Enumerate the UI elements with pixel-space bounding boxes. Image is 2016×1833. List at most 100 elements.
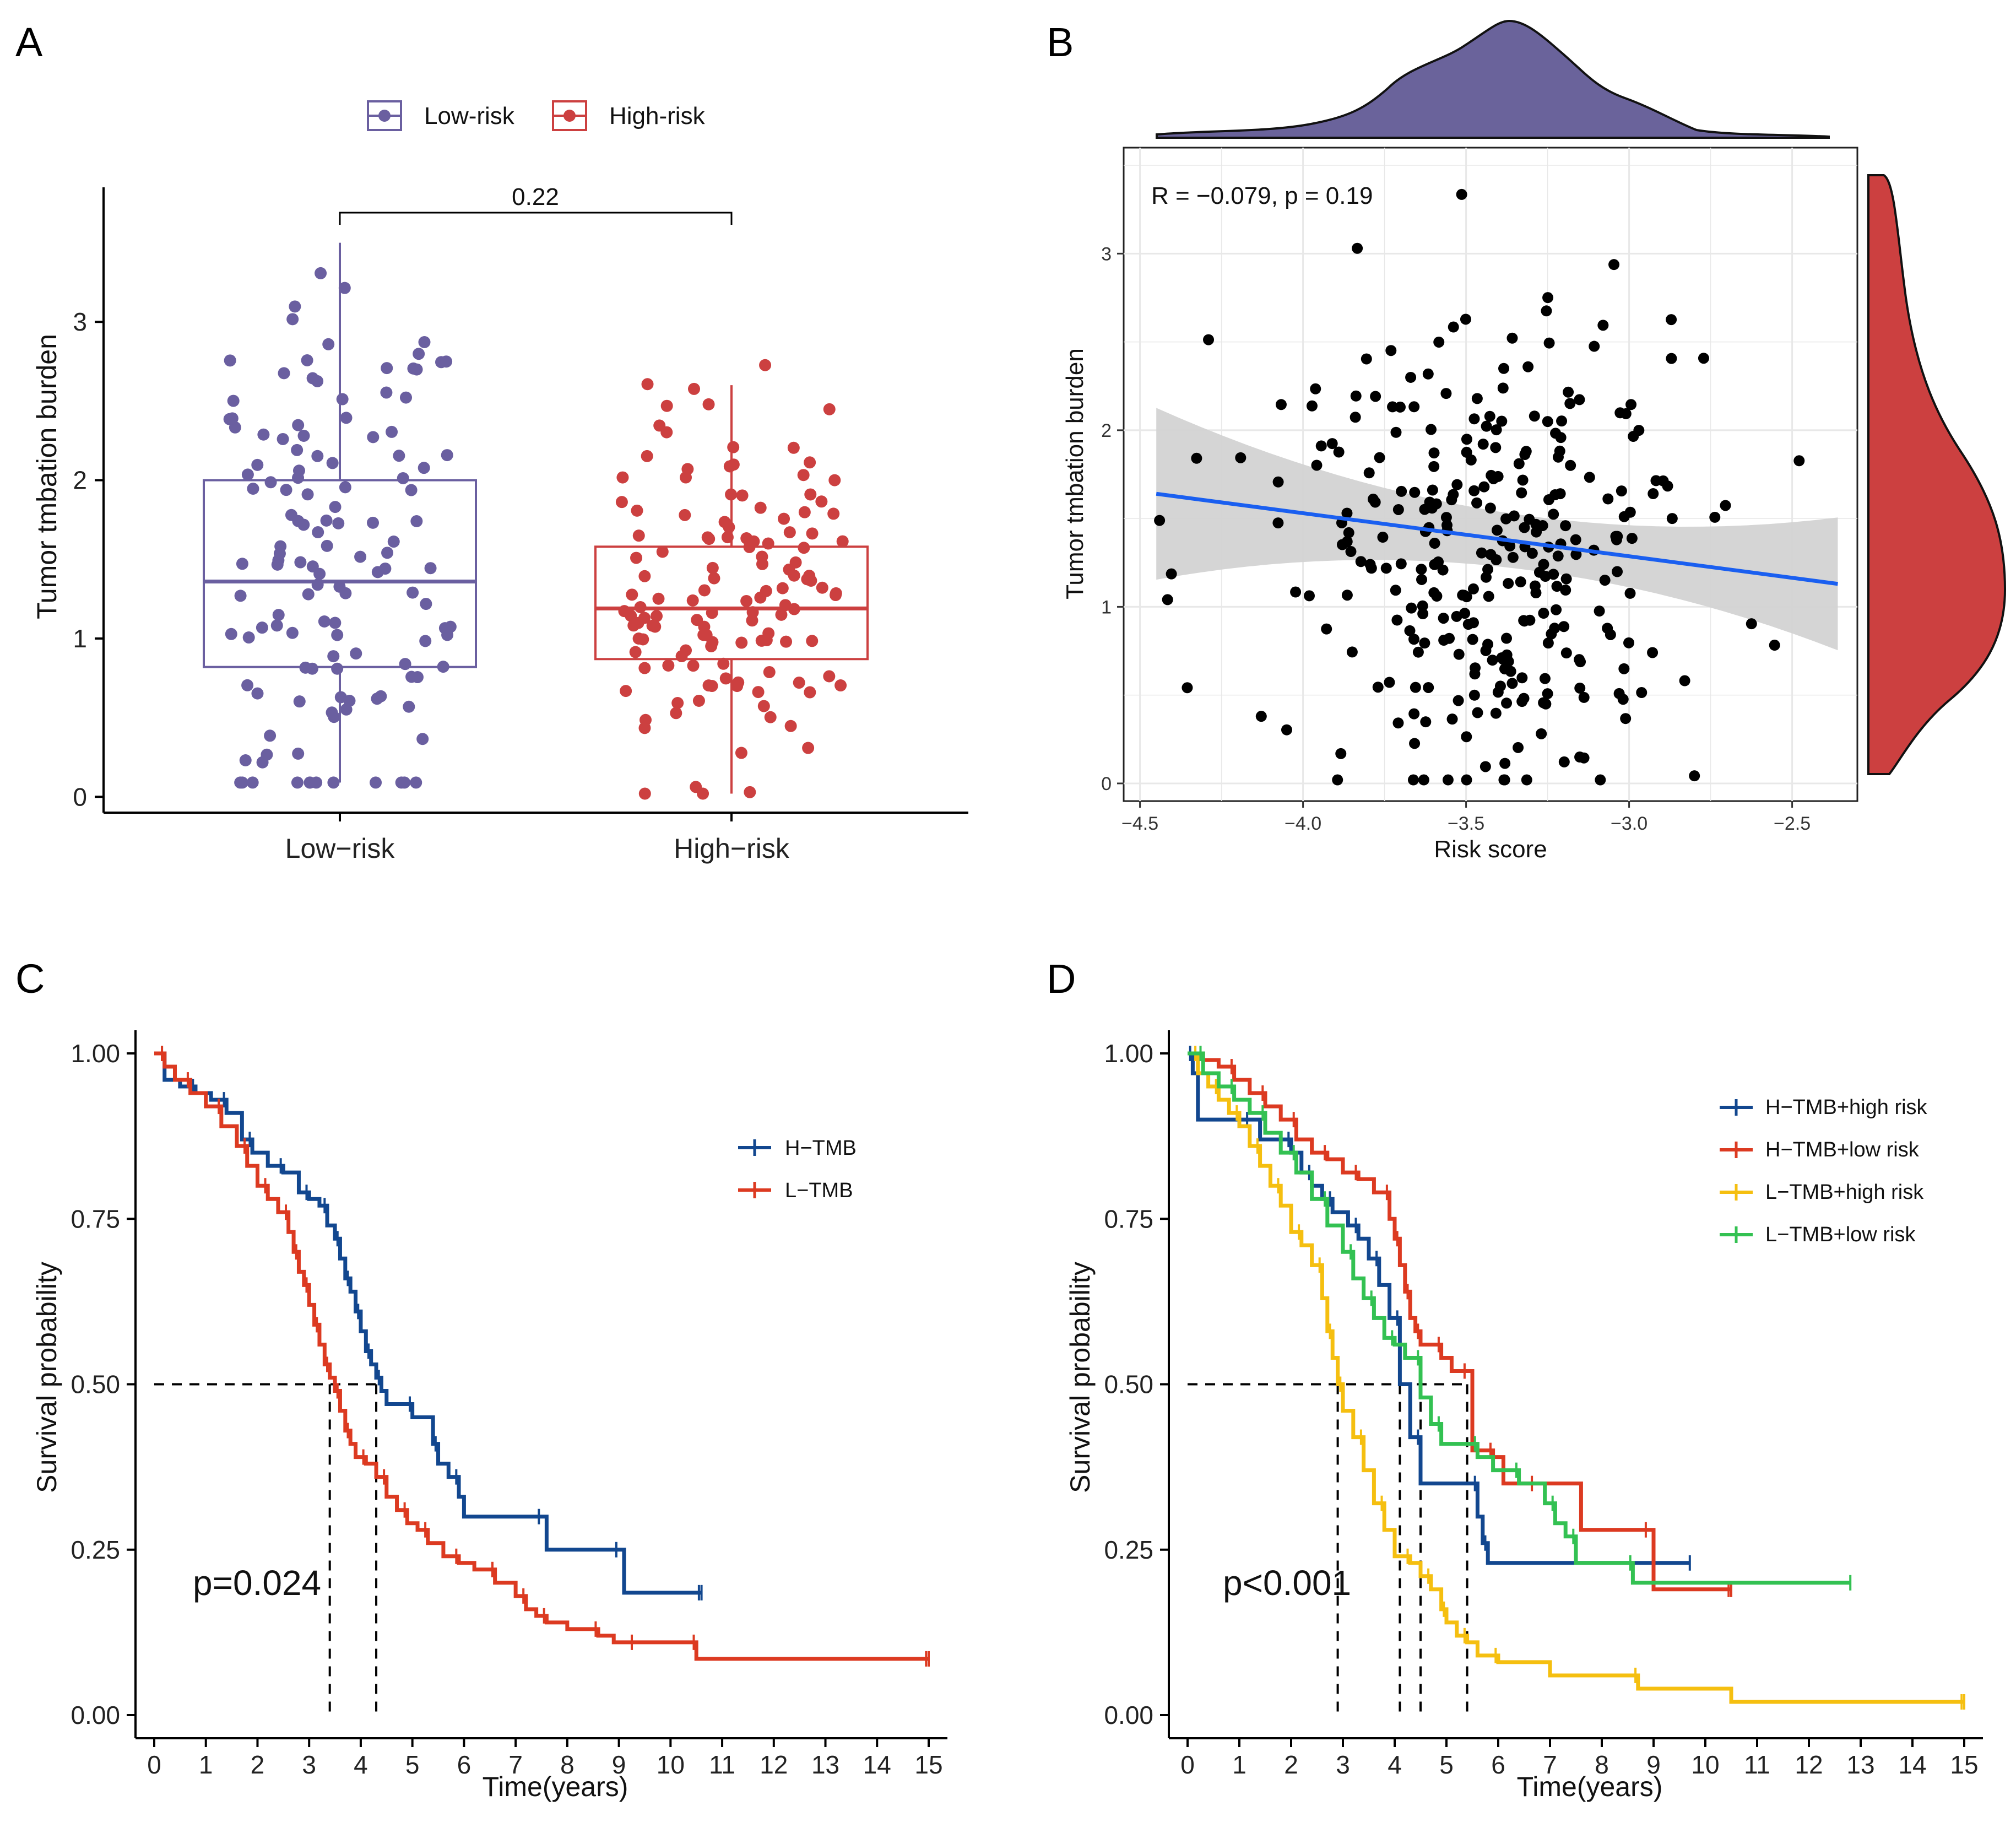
scatter-point	[1513, 458, 1525, 469]
scatter-point	[1589, 340, 1600, 352]
jitter-point	[723, 521, 735, 533]
jitter-point	[620, 685, 632, 697]
scatter-point	[1490, 707, 1502, 719]
jitter-point	[784, 720, 797, 732]
panel-d-km: D 0 1 2 3 4 5 6 7 8 9 10 11 12 13 14 150.000.250.500.75…	[1047, 956, 1983, 1802]
x-tick-label: 7	[508, 1750, 523, 1779]
jitter-point	[386, 425, 398, 438]
scatter-point	[1332, 774, 1343, 786]
jitter-point	[381, 362, 393, 375]
scatter-point	[1438, 613, 1449, 624]
jitter-point	[744, 786, 756, 798]
jitter-point	[775, 608, 788, 621]
scatter-point	[1361, 353, 1372, 365]
scatter-point	[1418, 774, 1429, 786]
legend-lowrisk-label: Low-risk	[424, 102, 515, 129]
jitter-point	[651, 610, 663, 623]
scatter-point	[1570, 549, 1582, 560]
jitter-point	[641, 378, 654, 391]
jitter-point	[656, 545, 669, 558]
jitter-point	[441, 449, 453, 462]
jitter-point	[224, 354, 236, 367]
jitter-point	[804, 488, 817, 501]
scatter-point	[1624, 587, 1636, 599]
scatter-point	[1484, 410, 1495, 422]
jitter-point	[698, 584, 711, 597]
panel-a-comparison-bracket	[339, 212, 733, 225]
scatter-point	[1538, 697, 1549, 709]
x-tick-label: 5	[1439, 1750, 1454, 1779]
scatter-point	[1519, 448, 1531, 460]
jitter-point	[804, 456, 816, 469]
jitter-point	[264, 476, 277, 489]
scatter-point	[1698, 353, 1709, 364]
jitter-point	[630, 551, 643, 564]
jitter-point	[410, 515, 423, 528]
scatter-point	[1618, 511, 1630, 522]
scatter-point	[1529, 410, 1540, 422]
scatter-point	[1461, 446, 1472, 458]
scatter-point	[1488, 473, 1499, 484]
scatter-point	[1467, 583, 1479, 594]
jitter-point	[387, 536, 400, 548]
x-tick-label: −3.5	[1448, 813, 1484, 834]
jitter-point	[816, 581, 828, 594]
scatter-point	[1538, 559, 1549, 570]
scatter-point	[1440, 512, 1452, 523]
scatter-point	[1620, 713, 1632, 724]
panel-c-curves	[154, 1046, 930, 1667]
scatter-point	[1575, 656, 1586, 668]
legend-ltmb-high-label: L−TMB+high risk	[1765, 1181, 1924, 1204]
scatter-point	[1396, 485, 1407, 497]
scatter-point	[1570, 534, 1581, 545]
jitter-point	[327, 650, 340, 663]
jitter-point	[660, 426, 673, 439]
x-tick-label: 10	[657, 1750, 685, 1779]
jitter-point	[397, 472, 409, 484]
jitter-point	[227, 394, 240, 407]
scatter-point	[1406, 602, 1417, 614]
x-tick-label: 4	[1388, 1750, 1402, 1779]
scatter-point	[1405, 371, 1417, 383]
scatter-point	[1374, 452, 1385, 463]
panel-d-pvalue: p<0.001	[1223, 1563, 1351, 1603]
legend-ltmb-low-label: L−TMB+low risk	[1765, 1223, 1916, 1246]
y-tick-label: 1.00	[1104, 1039, 1153, 1068]
scatter-point	[1459, 608, 1471, 619]
jitter-point	[340, 412, 353, 424]
jitter-point	[764, 711, 777, 723]
scatter-point	[1507, 551, 1519, 563]
scatter-point	[1468, 485, 1480, 496]
jitter-point	[626, 588, 638, 601]
jitter-point	[405, 671, 418, 683]
jitter-point	[278, 367, 290, 380]
jitter-point	[338, 282, 351, 294]
scatter-point	[1453, 695, 1464, 706]
jitter-point	[331, 629, 344, 641]
scatter-point	[1428, 461, 1440, 472]
jitter-point	[270, 619, 283, 632]
scatter-point	[1255, 711, 1267, 722]
panel-c-pvalue: p=0.024	[193, 1563, 321, 1603]
scatter-point	[1478, 481, 1490, 493]
x-tick-label: 2	[251, 1750, 265, 1779]
scatter-point	[1442, 774, 1454, 786]
panel-c-ylabel: Survival probability	[31, 1262, 62, 1493]
y-tick-label: 0.00	[1104, 1701, 1153, 1729]
jitter-point	[708, 572, 720, 585]
jitter-point	[440, 355, 453, 368]
scatter-point	[1290, 586, 1302, 598]
jitter-point	[399, 391, 412, 404]
jitter-point	[638, 722, 651, 734]
scatter-point	[1541, 305, 1552, 317]
jitter-point	[806, 635, 819, 647]
jitter-point	[419, 635, 432, 647]
jitter-point	[763, 666, 776, 678]
jitter-point	[702, 398, 715, 410]
scatter-point	[1612, 566, 1623, 577]
scatter-point	[1476, 547, 1487, 559]
x-tick-label: 15	[914, 1750, 942, 1779]
scatter-point	[1746, 618, 1757, 630]
x-tick-label: 13	[1846, 1750, 1874, 1779]
scatter-point	[1491, 424, 1502, 436]
